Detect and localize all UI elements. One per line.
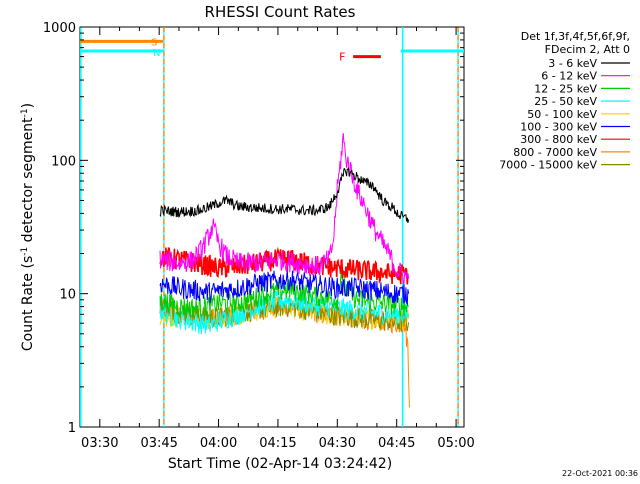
legend-label-6: 100 - 300 keV <box>520 121 597 134</box>
legend-label-1: 3 - 6 keV <box>548 57 597 70</box>
ticks-layer: 1 10 100 1000 03:30 03:45 04:00 04:15 04:30 04:45… <box>43 21 475 451</box>
series-line-3 <box>159 270 409 319</box>
legend-label-3: 12 - 25 keV <box>534 82 597 95</box>
x-tick-label-2: 04:00 <box>200 436 237 451</box>
footer-timestamp: 22-Oct-2021 00:36 <box>562 469 638 478</box>
series-layer <box>159 133 410 408</box>
plot-frame <box>79 26 465 428</box>
chart-title: RHESSI Count Rates <box>205 3 356 21</box>
series-line-2 <box>159 133 410 285</box>
x-tick-label-4: 04:30 <box>319 436 356 451</box>
series-line-6 <box>159 269 410 306</box>
legend-header-line-2: FDecim 2, Att 0 <box>545 43 630 56</box>
legend-label-2: 6 - 12 keV <box>541 70 597 83</box>
attenuator-n-label: N <box>153 48 160 59</box>
legend-header-line-1: Det 1f,3f,4f,5f,6f,9f, <box>521 30 630 43</box>
legend-label-7: 300 - 800 keV <box>520 133 597 146</box>
legend-label-8: 800 - 7000 keV <box>513 146 597 159</box>
x-tick-label-1: 03:45 <box>140 436 177 451</box>
y-tick-label-1: 10 <box>59 288 76 303</box>
y-tick-label-2: 100 <box>51 154 76 169</box>
series-line-4 <box>159 290 410 335</box>
x-tick-label-0: 03:30 <box>81 436 118 451</box>
attenuator-s-label: S <box>151 37 157 48</box>
series-line-1 <box>159 167 410 224</box>
legend-label-9: 7000 - 15000 keV <box>499 159 597 172</box>
legend: Det 1f,3f,4f,5f,6f,9f, FDecim 2, Att 0 3… <box>499 30 630 172</box>
y-axis-label: Count Rate (s-1 detector segment-1) <box>20 103 36 351</box>
markers-layer: SN F <box>79 27 464 427</box>
x-axis-label: Start Time (02-Apr-14 03:24:42) <box>168 456 392 472</box>
legend-label-5: 50 - 100 keV <box>527 108 597 121</box>
y-tick-label-0: 1 <box>68 421 76 436</box>
legend-label-4: 25 - 50 keV <box>534 95 597 108</box>
x-tick-label-3: 04:15 <box>259 436 296 451</box>
flare-label: F <box>339 51 345 64</box>
x-tick-label-6: 05:00 <box>437 436 474 451</box>
x-tick-label-5: 04:45 <box>378 436 415 451</box>
y-tick-label-3: 1000 <box>43 21 76 36</box>
